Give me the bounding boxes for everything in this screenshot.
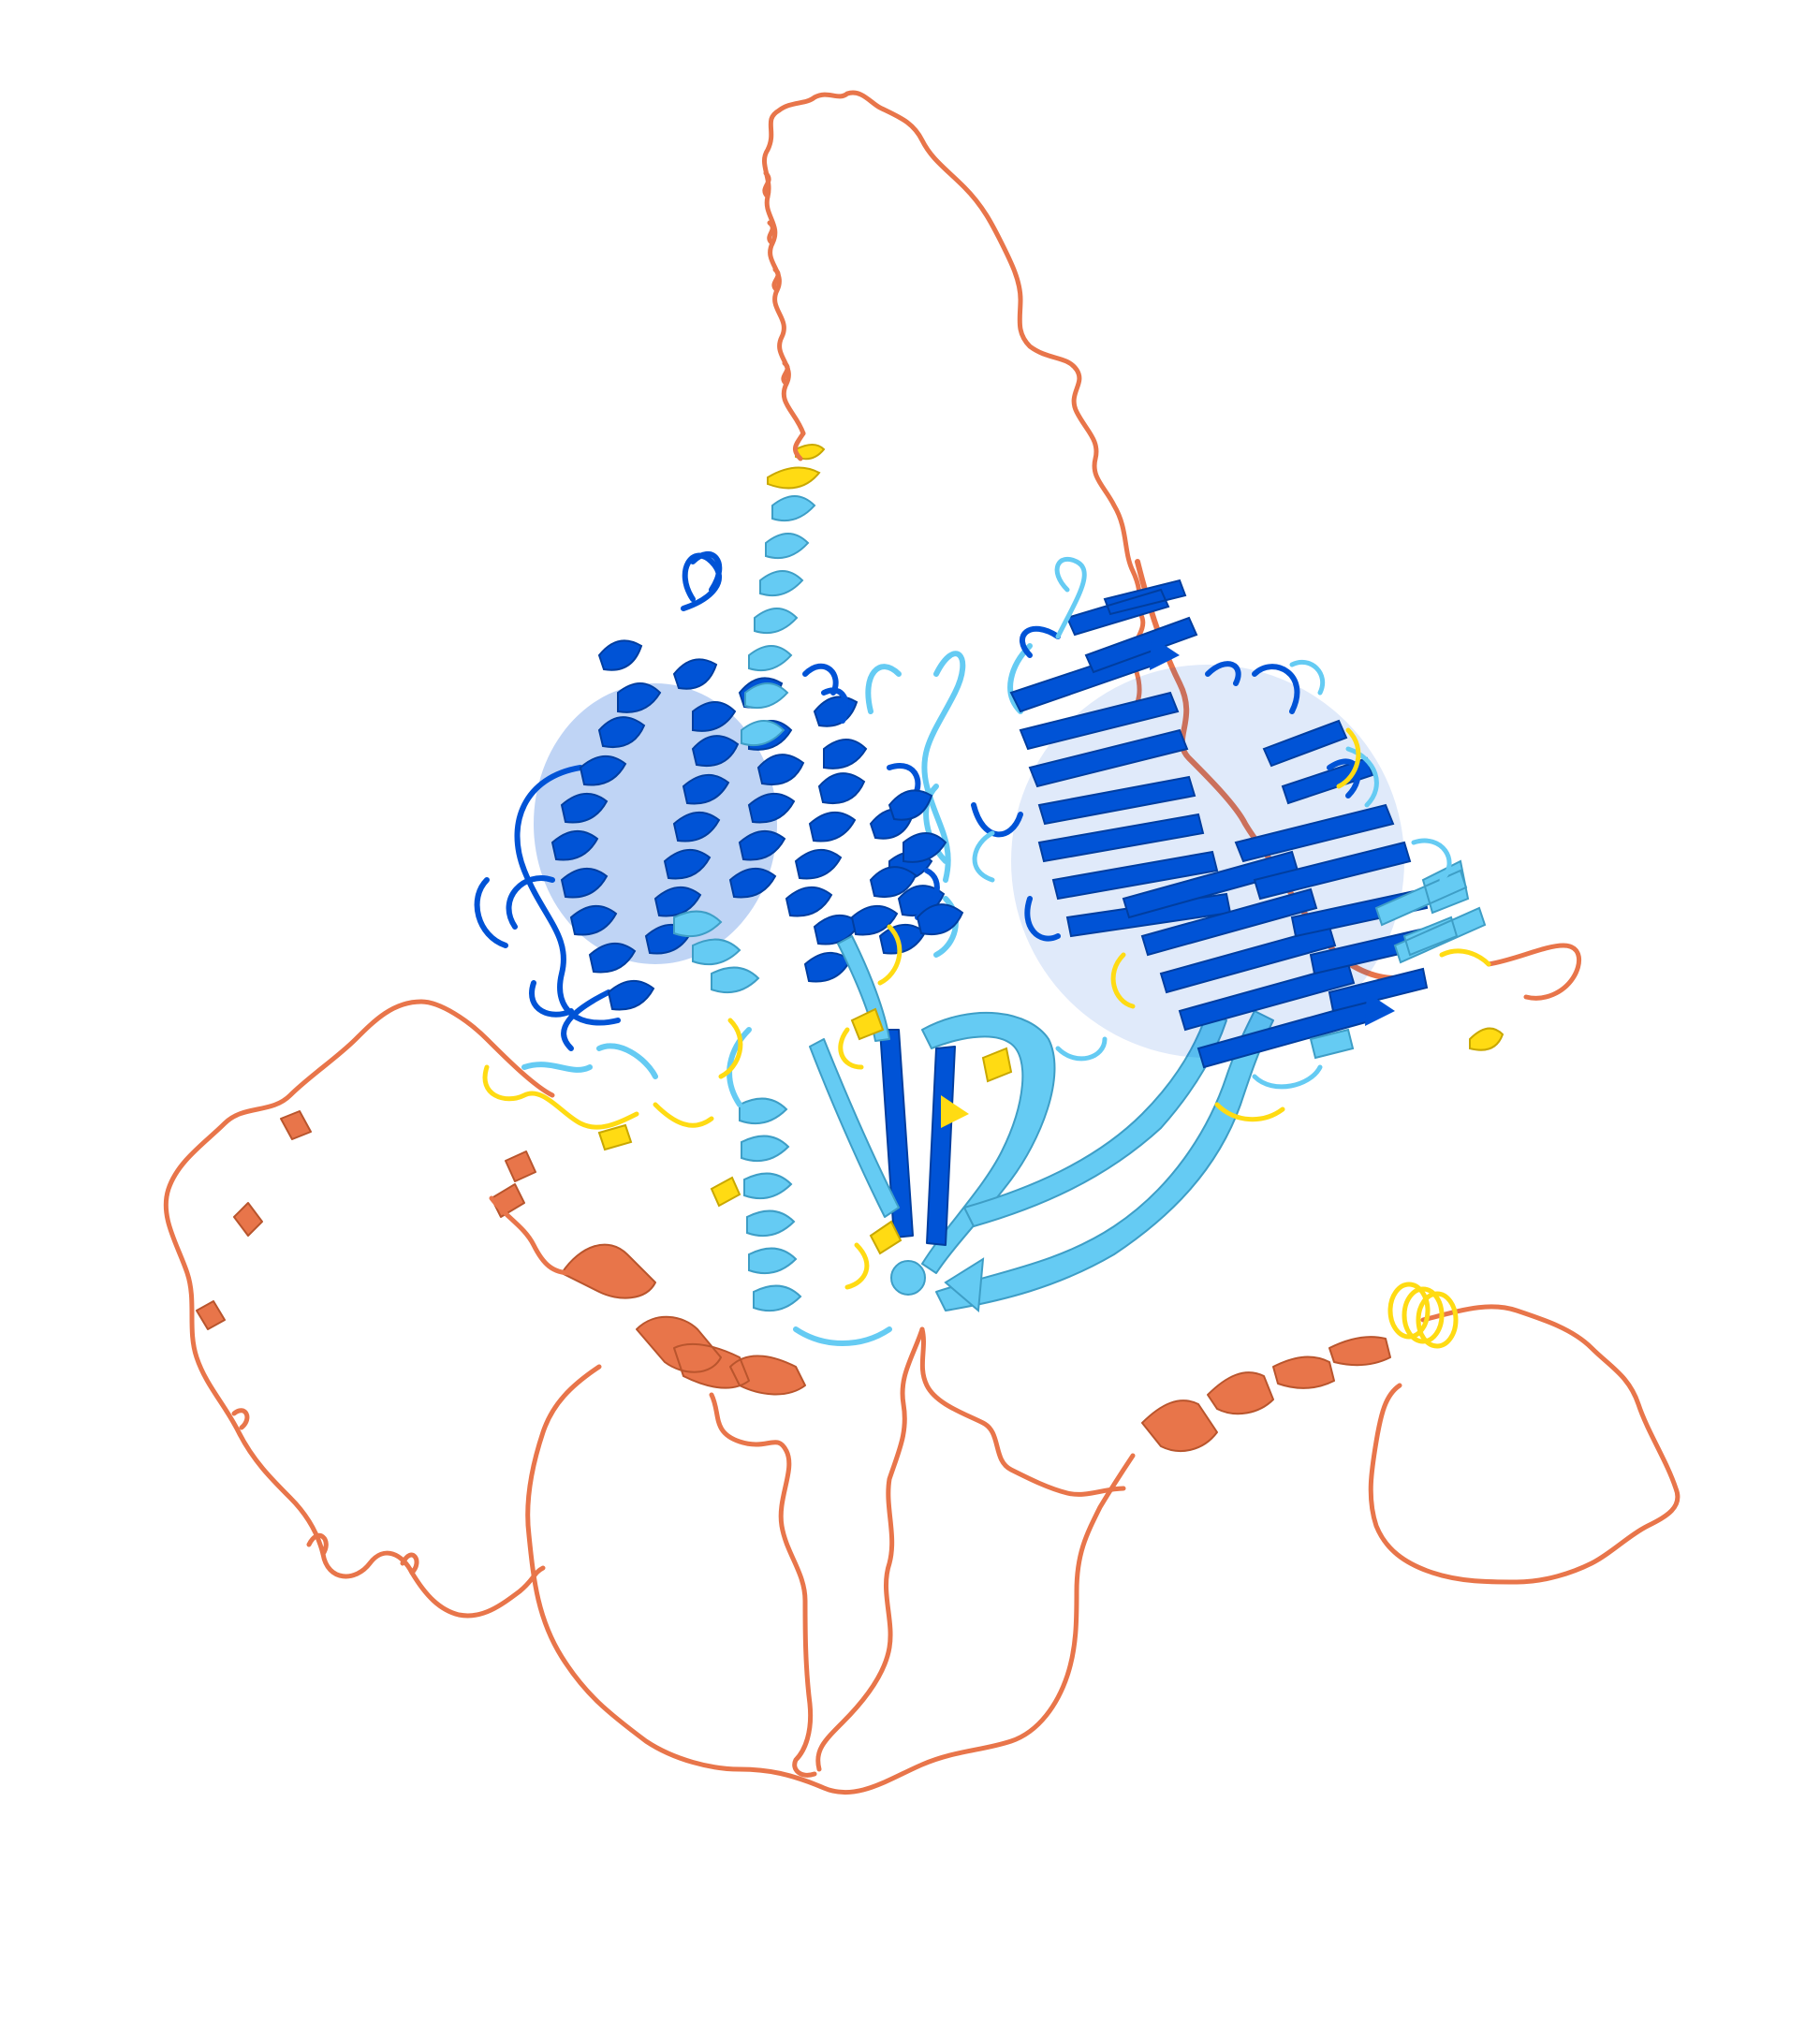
central-strand-1 xyxy=(921,1011,1056,1274)
central-dark-strand-b xyxy=(926,1046,956,1246)
low-confidence-spiral-helix xyxy=(1387,1282,1459,1349)
disordered-helix-central xyxy=(561,1243,806,1396)
central-vertical-strand-a xyxy=(709,1392,817,1778)
top-disordered-loop xyxy=(761,90,1146,705)
central-confident-loops xyxy=(865,643,1033,958)
low-confidence-segments xyxy=(482,727,1504,1349)
right-domain-loops xyxy=(971,625,1361,942)
lower-confident-helix xyxy=(673,910,802,1311)
right-domain-strands xyxy=(1009,579,1438,1069)
disordered-region-orange xyxy=(163,90,1681,1795)
low-confidence-arrow xyxy=(941,1095,969,1128)
disordered-helix-left xyxy=(196,1110,536,1330)
central-beta-sheet xyxy=(809,935,1274,1313)
central-small-helices xyxy=(850,789,964,936)
low-confidence-loop-left xyxy=(482,1018,743,1130)
central-dark-strand-a xyxy=(879,1029,914,1238)
left-helical-domain xyxy=(474,551,946,1051)
central-helix-turn xyxy=(890,1260,926,1296)
left-domain-loops xyxy=(506,552,839,1051)
long-confident-helix xyxy=(741,495,816,747)
right-tail-loop xyxy=(1486,943,1582,1001)
right-domain-confident-loops xyxy=(972,556,1452,1090)
right-disordered-loop xyxy=(1368,1304,1681,1585)
central-light-strand-c xyxy=(809,1038,900,1218)
left-loop-wiggles xyxy=(231,1408,419,1575)
helix-top-link xyxy=(792,431,806,462)
right-beta-domain xyxy=(971,556,1487,1090)
bottom-disordered-loop xyxy=(525,1364,1136,1795)
right-strand-arrow-b xyxy=(1365,992,1395,1026)
right-domain-light-strands xyxy=(1309,859,1487,1060)
left-domain-dark-loops xyxy=(474,551,940,1018)
lower-helix-loops xyxy=(521,1027,892,1346)
central-strand-2 xyxy=(935,1010,1274,1311)
central-strand-arrow xyxy=(944,1257,985,1313)
central-vertical-strand-b xyxy=(815,1326,925,1772)
central-strand-3 xyxy=(963,1010,1227,1227)
low-confidence-loop-center xyxy=(838,924,903,1290)
central-connector xyxy=(919,1326,1126,1497)
top-disordered-loop-wiggle xyxy=(762,170,790,387)
disordered-link-left-center xyxy=(489,1195,574,1276)
low-confidence-helices xyxy=(597,1007,1504,1255)
disordered-helix-right xyxy=(1141,1336,1391,1452)
right-strand-arrow-a xyxy=(1150,637,1180,670)
low-confidence-loop-right xyxy=(1110,727,1491,1122)
